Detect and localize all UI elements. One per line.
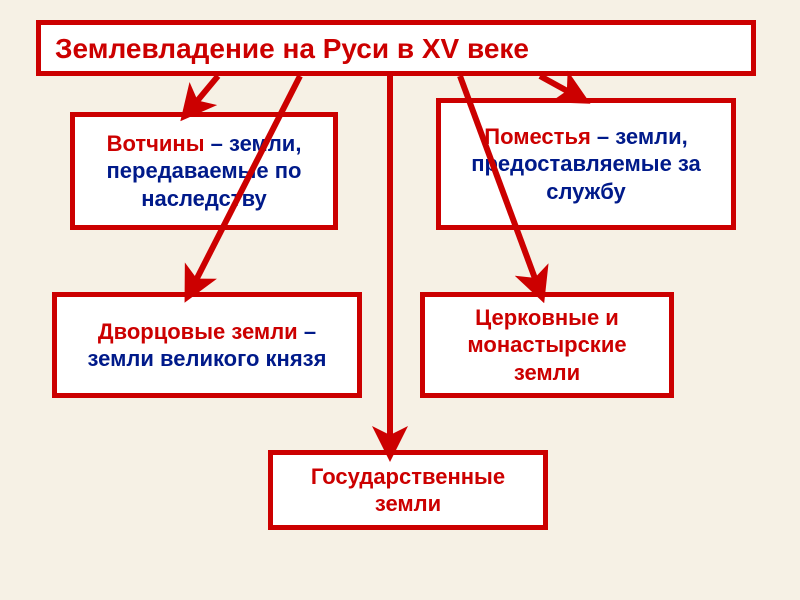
dvortsovye-label: Дворцовые земли – земли великого князя [67,318,347,373]
state-label: Государственные земли [283,463,533,518]
dvortsovye-term: Дворцовые земли [98,319,298,344]
church-label: Церковные и монастырские земли [435,304,659,387]
box-pomestya: Поместья – земли, предоставляемые за слу… [436,98,736,230]
arrow [188,76,218,112]
title-text: Землевладение на Руси в XV веке [55,31,529,66]
box-votchiny: Вотчины – земли, передаваемые по наследс… [70,112,338,230]
arrow [540,76,580,98]
box-dvortsovye: Дворцовые земли – земли великого князя [52,292,362,398]
box-state: Государственные земли [268,450,548,530]
box-church: Церковные и монастырские земли [420,292,674,398]
pomestya-label: Поместья – земли, предоставляемые за слу… [451,123,721,206]
votchiny-label: Вотчины – земли, передаваемые по наследс… [85,130,323,213]
pomestya-term: Поместья [484,124,591,149]
title-box: Землевладение на Руси в XV веке [36,20,756,76]
votchiny-term: Вотчины [107,131,205,156]
